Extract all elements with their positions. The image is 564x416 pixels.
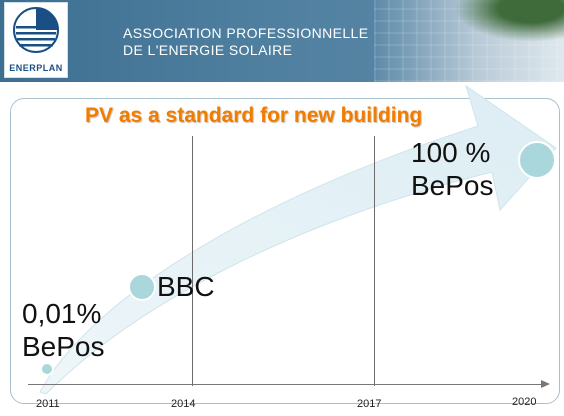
- timeline-axis: [28, 384, 542, 385]
- milestone-value: 100 %: [411, 137, 491, 168]
- year-divider-2017: [374, 136, 375, 386]
- sun-logo-icon: [13, 7, 59, 53]
- axis-arrow-icon: [541, 380, 550, 388]
- org-name-line-2: DE L'ENERGIE SOLAIRE: [123, 42, 293, 58]
- milestone-standard: BePos: [411, 170, 494, 201]
- milestone-label: 0,01% BePos: [22, 297, 105, 363]
- year-label: 2011: [36, 398, 60, 410]
- milestone-value: 0,01%: [22, 298, 102, 329]
- milestone-marker: [128, 273, 156, 301]
- header-banner: ENERPLAN ASSOCIATION PROFESSIONNELLE DE …: [0, 0, 564, 82]
- year-label: 2014: [171, 398, 196, 410]
- milestone-marker: [40, 362, 54, 376]
- logo-text: ENERPLAN: [9, 63, 63, 73]
- foliage-decoration: [454, 0, 564, 42]
- year-label: 2017: [357, 398, 382, 410]
- year-label: 2020: [512, 396, 537, 408]
- year-divider-2014: [192, 136, 193, 386]
- milestone-marker: [518, 141, 556, 179]
- milestone-label: 100 % BePos: [411, 136, 494, 202]
- slide-title: PV as a standard for new building: [85, 104, 423, 127]
- org-name-line-1: ASSOCIATION PROFESSIONNELLE: [123, 25, 369, 41]
- milestone-standard: BePos: [22, 331, 105, 362]
- milestone-standard: BBC: [157, 271, 215, 302]
- enerplan-logo: ENERPLAN: [4, 2, 68, 78]
- milestone-label: BBC: [157, 270, 215, 303]
